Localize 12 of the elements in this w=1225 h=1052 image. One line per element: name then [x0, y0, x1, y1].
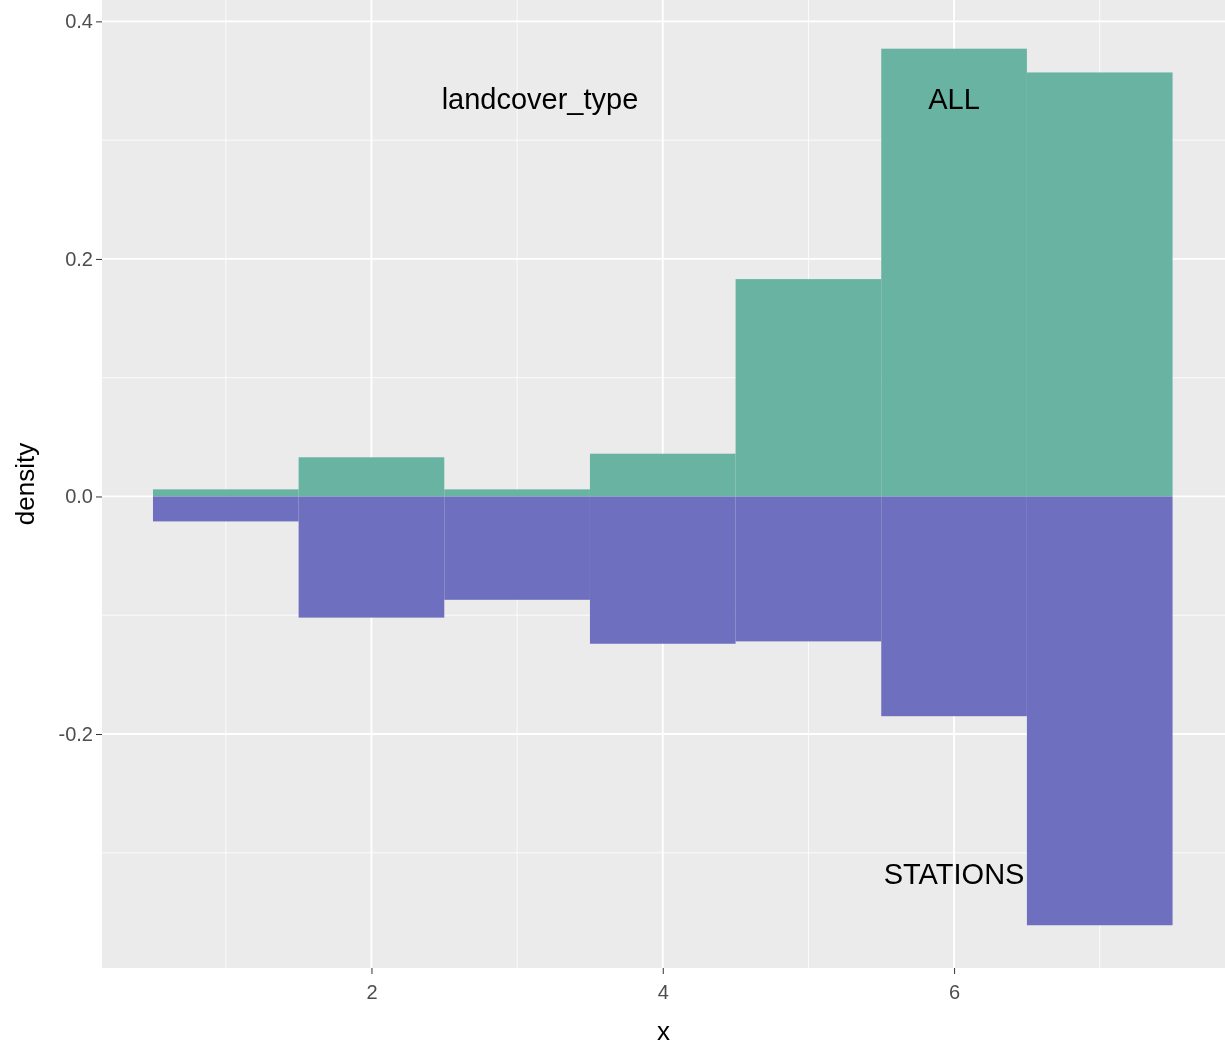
x-tick-label: 2 — [366, 981, 378, 1003]
y-tick-label: 0.4 — [65, 10, 93, 33]
y-axis-title: density — [10, 442, 40, 526]
y-tick-label: -0.2 — [58, 722, 93, 745]
y-tick-label: 0.2 — [65, 247, 93, 270]
y-tick-label: 0.0 — [65, 485, 93, 508]
series-label: STATIONS — [883, 857, 1025, 890]
x-tick-label: 6 — [949, 981, 961, 1003]
x-axis-title: x — [657, 1016, 670, 1046]
x-tick-label: 4 — [657, 981, 669, 1003]
legend-title: landcover_type — [441, 83, 639, 116]
series-label: ALL — [928, 83, 980, 116]
